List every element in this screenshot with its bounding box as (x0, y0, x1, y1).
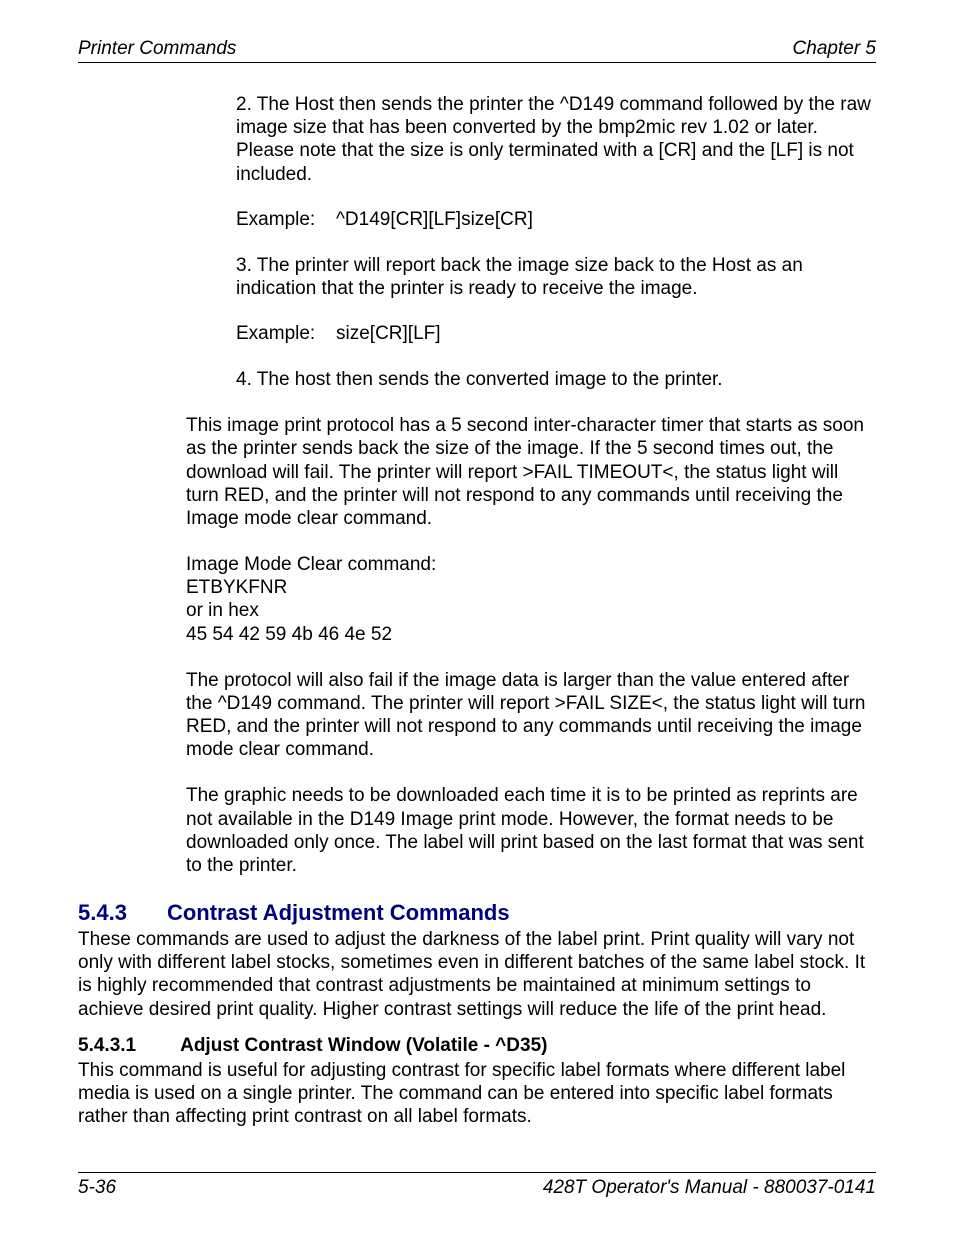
header-left: Printer Commands (78, 38, 236, 60)
header-rule (78, 62, 876, 63)
example-2: Example: size[CR][LF] (236, 323, 876, 345)
paragraph-step3: 3. The printer will report back the imag… (236, 254, 876, 300)
subsection-heading-5431: 5.4.3.1 Adjust Contrast Window (Volatile… (78, 1035, 876, 1057)
footer-manual-title: 428T Operator's Manual - 880037-0141 (543, 1177, 876, 1199)
clear-cmd-line2: ETBYKFNR (186, 576, 876, 599)
section-body: These commands are used to adjust the da… (78, 928, 876, 1021)
example-2-value: size[CR][LF] (336, 323, 441, 345)
paragraph-download: The graphic needs to be downloaded each … (186, 784, 876, 877)
example-2-label: Example: (236, 323, 336, 345)
subsection-num: 5.4.3.1 (78, 1035, 136, 1057)
section-heading-543: 5.4.3 Contrast Adjustment Commands (78, 900, 876, 926)
page-footer: 5-36 428T Operator's Manual - 880037-014… (78, 1172, 876, 1199)
paragraph-step4: 4. The host then sends the converted ima… (236, 368, 876, 391)
footer-rule (78, 1172, 876, 1173)
example-1-value: ^D149[CR][LF]size[CR] (336, 209, 533, 231)
clear-cmd-line4: 45 54 42 59 4b 46 4e 52 (186, 623, 876, 646)
paragraph-step2: 2. The Host then sends the printer the ^… (236, 93, 876, 186)
clear-cmd-line1: Image Mode Clear command: (186, 553, 876, 576)
subsection-body: This command is useful for adjusting con… (78, 1059, 876, 1129)
header-right: Chapter 5 (793, 38, 876, 60)
paragraph-failsize: The protocol will also fail if the image… (186, 669, 876, 762)
section-title: Contrast Adjustment Commands (167, 900, 510, 926)
example-1-label: Example: (236, 209, 336, 231)
example-1: Example: ^D149[CR][LF]size[CR] (236, 209, 876, 231)
paragraph-timeout: This image print protocol has a 5 second… (186, 414, 876, 530)
footer-page-number: 5-36 (78, 1177, 116, 1199)
section-num: 5.4.3 (78, 900, 127, 926)
subsection-title: Adjust Contrast Window (Volatile - ^D35) (180, 1035, 547, 1057)
clear-cmd-line3: or in hex (186, 599, 876, 622)
clear-command-block: Image Mode Clear command: ETBYKFNR or in… (186, 553, 876, 646)
